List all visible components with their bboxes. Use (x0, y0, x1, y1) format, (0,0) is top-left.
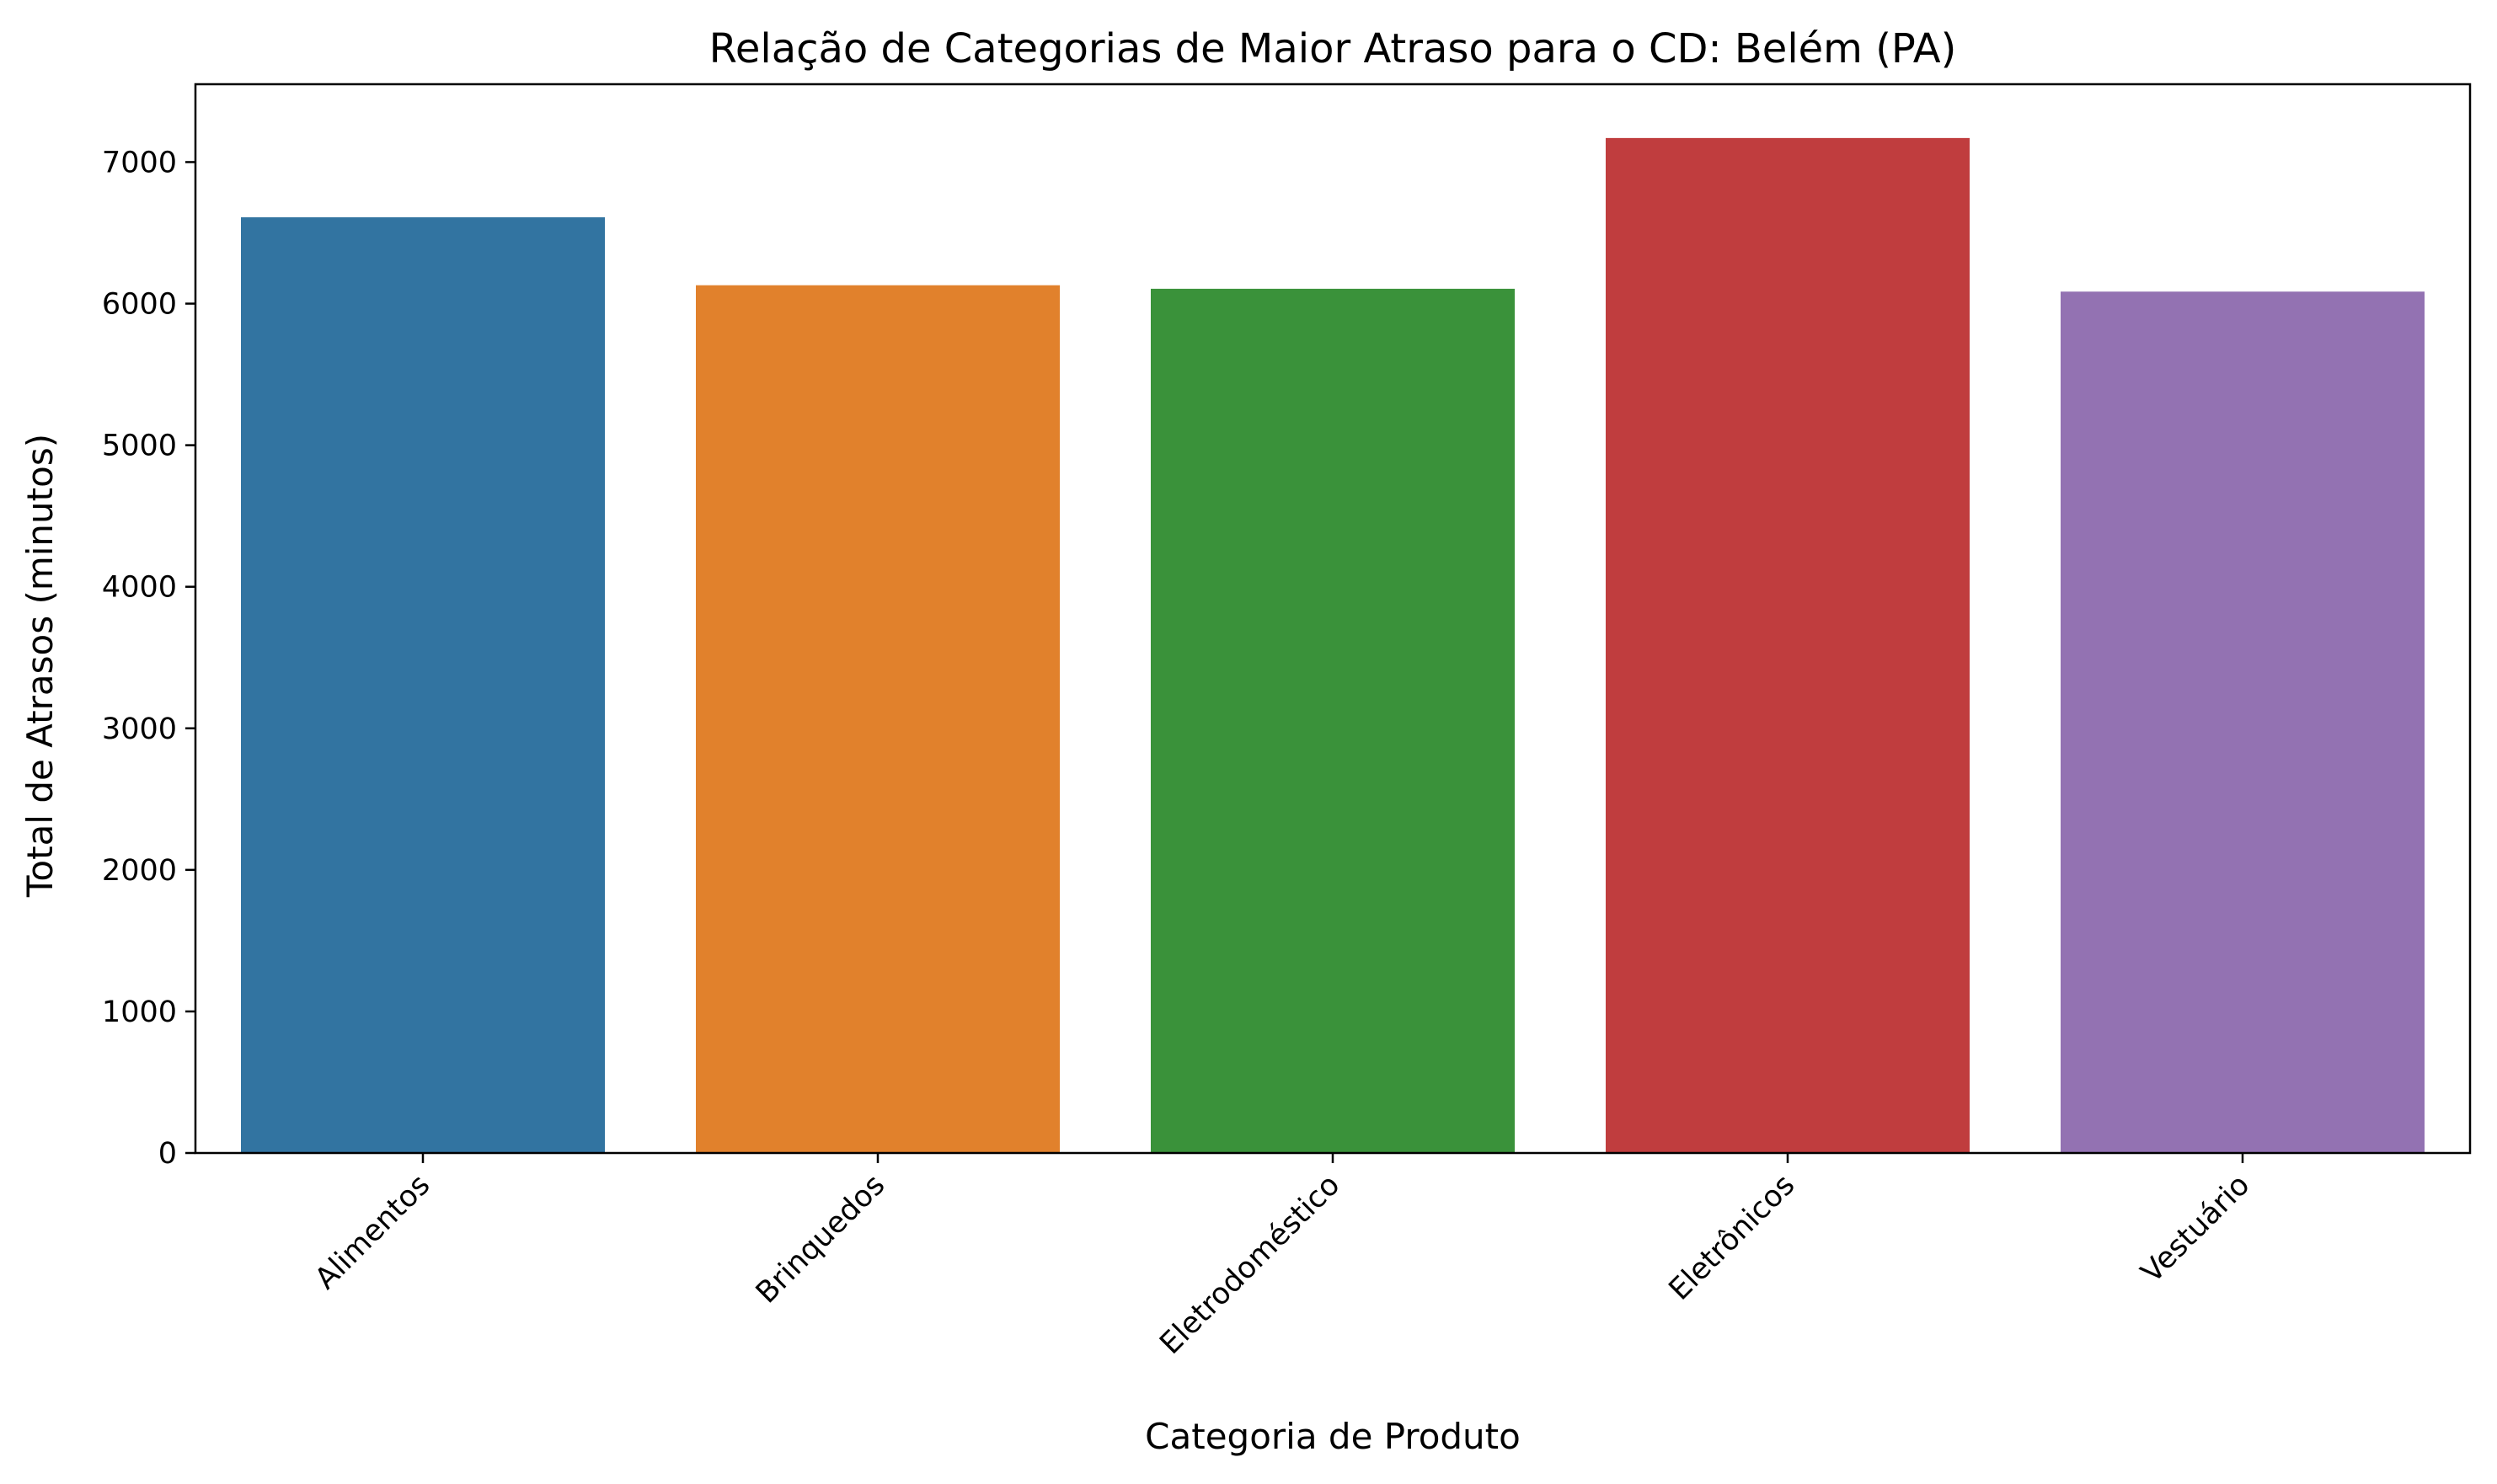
y-tick-label: 5000 (102, 430, 177, 463)
x-tick-label: Eletrodoméstico (1153, 1168, 1346, 1361)
y-tick-label: 3000 (102, 713, 177, 746)
x-tick-label: Brinquedos (750, 1168, 891, 1310)
y-tick-label: 4000 (102, 571, 177, 605)
x-tick-label: Alimentos (309, 1168, 437, 1296)
y-tick-label: 1000 (102, 996, 177, 1029)
x-axis-ticks: Alimentos Brinquedos Eletrodoméstico Eletrô… (309, 1153, 2256, 1361)
bar-2 (1151, 288, 1515, 1153)
y-tick-label: 2000 (102, 854, 177, 888)
y-tick-label: 0 (158, 1137, 177, 1171)
bar-1 (696, 285, 1060, 1153)
x-tick-label: Eletrônicos (1663, 1168, 1802, 1307)
plot-frame (194, 83, 2472, 1155)
bar-3 (1606, 137, 1970, 1153)
y-axis-label: Total de Atrasos (minutos) (19, 434, 61, 898)
bar-4 (2061, 291, 2425, 1153)
x-axis-label: Categoria de Produto (1145, 1416, 1521, 1457)
bars-group (241, 137, 2425, 1154)
y-tick-label: 7000 (102, 146, 177, 179)
bar-0 (241, 216, 605, 1154)
x-tick-label: Vestuário (2135, 1168, 2256, 1289)
y-tick-label: 6000 (102, 288, 177, 322)
y-axis-ticks: 0 1000 2000 3000 4000 5000 6000 7000 (102, 146, 195, 1171)
chart-title: Relação de Categorias de Maior Atraso pa… (709, 25, 1957, 72)
